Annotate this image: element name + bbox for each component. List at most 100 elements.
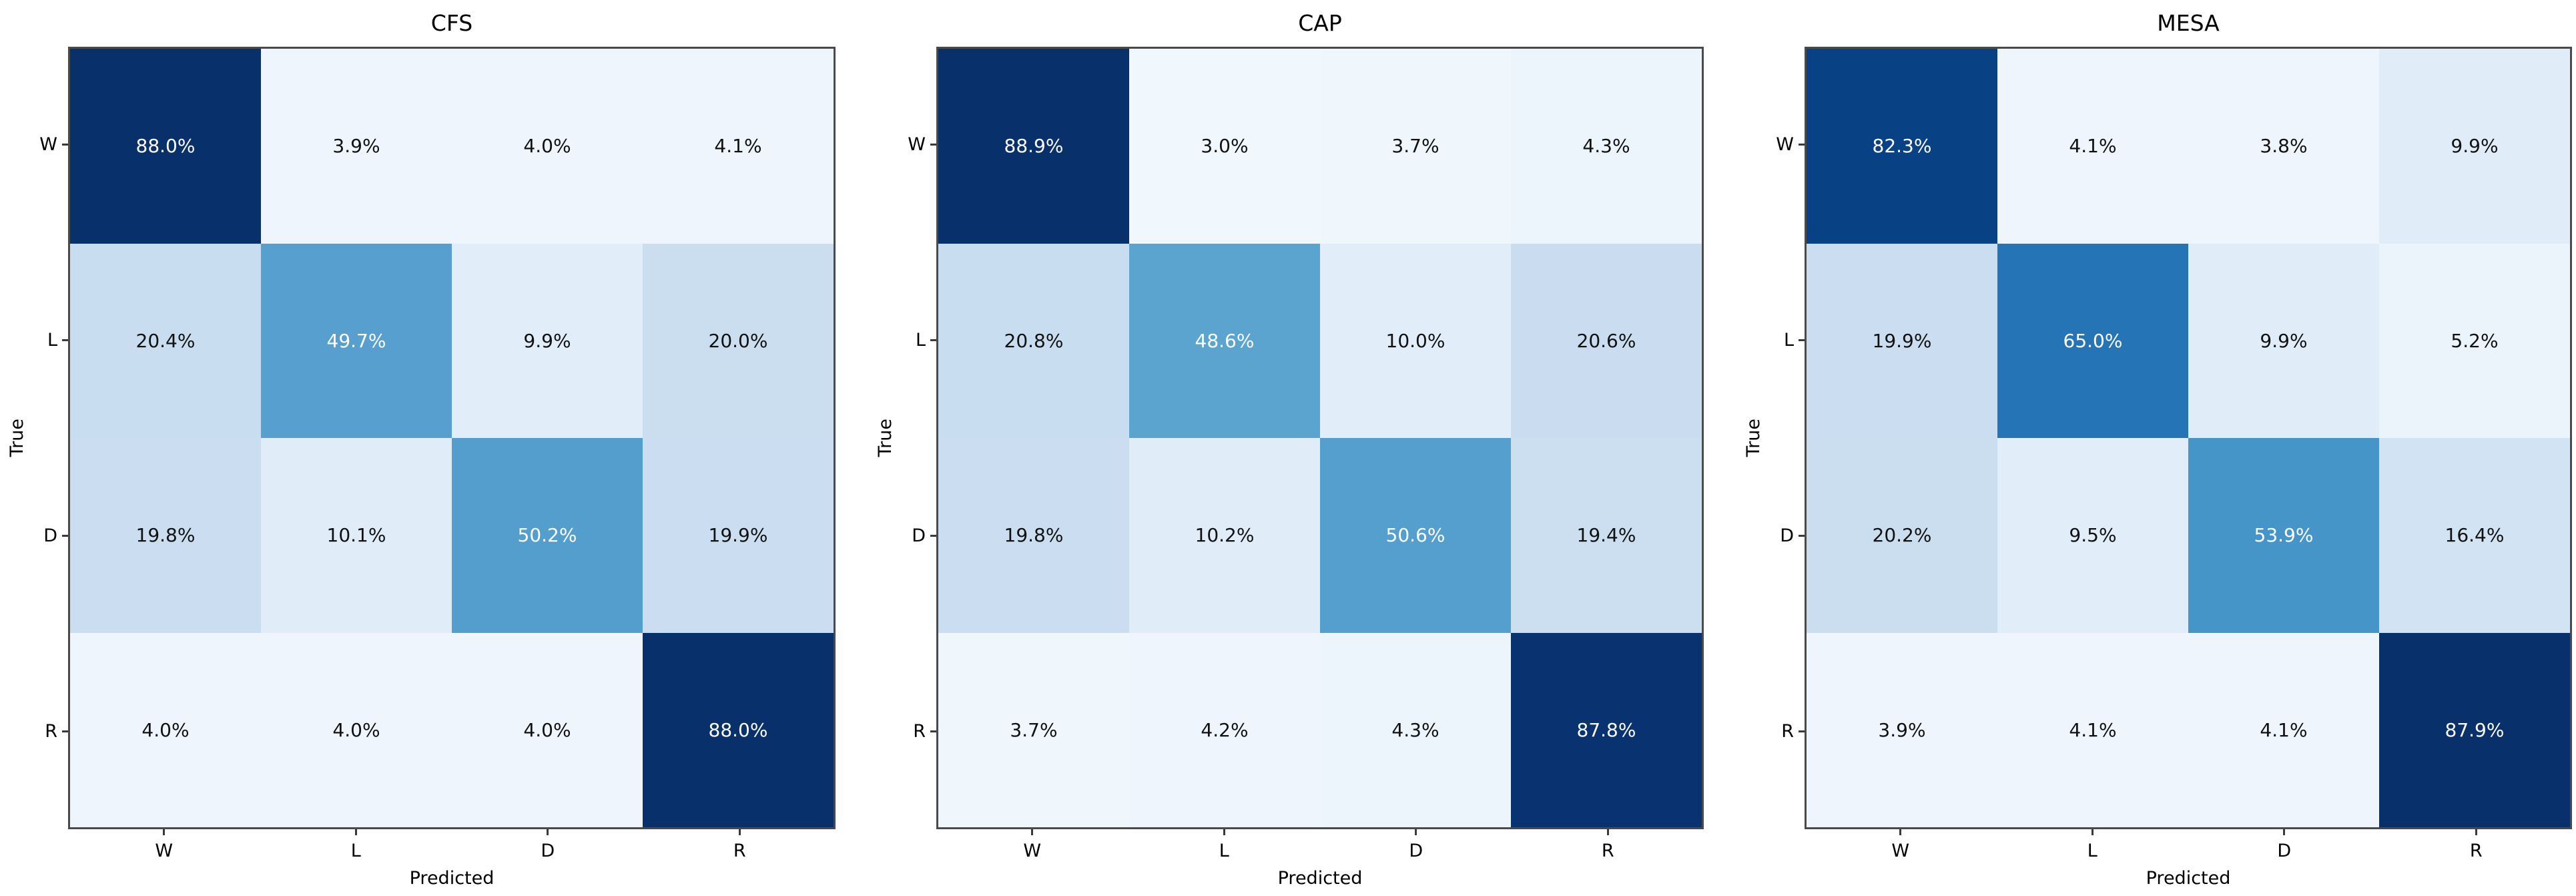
heatmap-cell: 50.2% bbox=[452, 438, 643, 633]
heatmap-cell: 10.0% bbox=[1320, 243, 1511, 438]
y-tick-mark bbox=[1799, 144, 1805, 146]
heatmap-cell: 88.0% bbox=[643, 632, 834, 827]
x-tick-label: W bbox=[1805, 829, 1997, 868]
x-axis-label: Predicted bbox=[409, 868, 495, 889]
x-tick-mark bbox=[2475, 829, 2477, 835]
x-axis-label: Predicted bbox=[1277, 868, 1363, 889]
x-tick-label: W bbox=[936, 829, 1129, 868]
y-tick-mark bbox=[930, 144, 936, 146]
x-tick-mark bbox=[1031, 829, 1034, 835]
y-tick-mark bbox=[62, 339, 68, 341]
x-tick-label: L bbox=[1129, 829, 1321, 868]
heatmap-cell: 3.9% bbox=[1807, 632, 1997, 827]
heatmap-cell: 5.2% bbox=[2379, 243, 2570, 438]
heatmap-cell: 3.7% bbox=[1320, 49, 1511, 244]
heatmap-cell: 19.9% bbox=[1807, 243, 1997, 438]
heatmap-cell: 3.9% bbox=[261, 49, 452, 244]
y-tick-mark bbox=[1799, 730, 1805, 732]
heatmap-cell: 19.8% bbox=[938, 438, 1129, 633]
heatmap-cell: 20.2% bbox=[1807, 438, 1997, 633]
heatmap-cell: 87.9% bbox=[2379, 632, 2570, 827]
y-tick-mark bbox=[1799, 535, 1805, 537]
x-tick-label: R bbox=[2380, 829, 2573, 868]
heatmap-cell: 4.1% bbox=[1997, 49, 2188, 244]
heatmap-cell: 88.9% bbox=[938, 49, 1129, 244]
y-tick-label: L bbox=[898, 242, 936, 438]
heatmap-cell: 53.9% bbox=[2188, 438, 2379, 633]
heatmap-cell: 50.6% bbox=[1320, 438, 1511, 633]
heatmap-cell: 65.0% bbox=[1997, 243, 2188, 438]
heatmap-cell: 19.8% bbox=[70, 438, 261, 633]
heatmap-cell: 82.3% bbox=[1807, 49, 1997, 244]
x-tick-label: D bbox=[452, 829, 644, 868]
heatmap-cell: 4.2% bbox=[1129, 632, 1320, 827]
x-tick-label: L bbox=[1997, 829, 2189, 868]
x-tick-mark bbox=[1415, 829, 1417, 835]
heatmap-cell: 4.0% bbox=[261, 632, 452, 827]
x-tick-mark bbox=[547, 829, 549, 835]
heatmap-cell: 9.9% bbox=[452, 243, 643, 438]
subplot-title-cfs: CFS bbox=[430, 10, 473, 36]
x-tick-mark bbox=[1223, 829, 1225, 835]
heatmap-cell: 4.3% bbox=[1511, 49, 1702, 244]
x-axis-label: Predicted bbox=[2146, 868, 2231, 889]
y-tick-label: D bbox=[898, 438, 936, 634]
y-tick-label: R bbox=[1766, 634, 1805, 829]
y-axis-label: True bbox=[874, 419, 896, 457]
x-tick-label: L bbox=[260, 829, 452, 868]
heatmap-cell: 88.0% bbox=[70, 49, 261, 244]
y-tick-mark bbox=[930, 535, 936, 537]
x-tick-label: R bbox=[644, 829, 836, 868]
y-tick-mark bbox=[1799, 339, 1805, 341]
heatmap-cell: 87.8% bbox=[1511, 632, 1702, 827]
heatmap-cell: 3.7% bbox=[938, 632, 1129, 827]
heatmap-cell: 19.4% bbox=[1511, 438, 1702, 633]
heatmap-cell: 4.0% bbox=[452, 49, 643, 244]
heatmap-cell: 3.8% bbox=[2188, 49, 2379, 244]
heatmap-cell: 9.9% bbox=[2379, 49, 2570, 244]
x-tick-mark bbox=[163, 829, 166, 835]
y-tick-mark bbox=[62, 144, 68, 146]
x-tick-label: R bbox=[1512, 829, 1704, 868]
y-tick-label: R bbox=[29, 634, 68, 829]
x-tick-mark bbox=[2283, 829, 2286, 835]
heatmap-cell: 4.1% bbox=[2188, 632, 2379, 827]
x-tick-label: W bbox=[68, 829, 260, 868]
heatmap-cell: 4.1% bbox=[643, 49, 834, 244]
subplot-title-mesa: MESA bbox=[2157, 10, 2220, 36]
heatmap-cell: 4.0% bbox=[452, 632, 643, 827]
heatmap-cell: 20.4% bbox=[70, 243, 261, 438]
y-tick-mark bbox=[62, 535, 68, 537]
y-tick-label: W bbox=[1766, 47, 1805, 242]
y-tick-label: W bbox=[29, 47, 68, 242]
subplot-title-cap: CAP bbox=[1298, 10, 1342, 36]
heatmap-grid-cfs: 88.0% 3.9% 4.0% 4.1% 20.4% 49.7% 9.9% 20.0% 19.8… bbox=[68, 47, 836, 829]
heatmap-cell: 20.0% bbox=[643, 243, 834, 438]
y-tick-label: L bbox=[1766, 242, 1805, 438]
heatmap-cell: 9.5% bbox=[1997, 438, 2188, 633]
y-tick-label: W bbox=[898, 47, 936, 242]
heatmap-cell: 4.0% bbox=[70, 632, 261, 827]
y-tick-mark bbox=[930, 730, 936, 732]
heatmap-grid-cap: 88.9% 3.0% 3.7% 4.3% 20.8% 48.6% 10.0% 20.6% 19.… bbox=[936, 47, 1704, 829]
x-tick-label: D bbox=[1320, 829, 1512, 868]
heatmap-cell: 4.3% bbox=[1320, 632, 1511, 827]
heatmap-grid-mesa: 82.3% 4.1% 3.8% 9.9% 19.9% 65.0% 9.9% 5.2% 20.2%… bbox=[1805, 47, 2572, 829]
y-tick-mark bbox=[930, 339, 936, 341]
y-tick-label: D bbox=[1766, 438, 1805, 634]
heatmap-cell: 10.2% bbox=[1129, 438, 1320, 633]
heatmap-cell: 19.9% bbox=[643, 438, 834, 633]
heatmap-cell: 20.8% bbox=[938, 243, 1129, 438]
heatmap-cell: 3.0% bbox=[1129, 49, 1320, 244]
x-tick-mark bbox=[1899, 829, 1902, 835]
